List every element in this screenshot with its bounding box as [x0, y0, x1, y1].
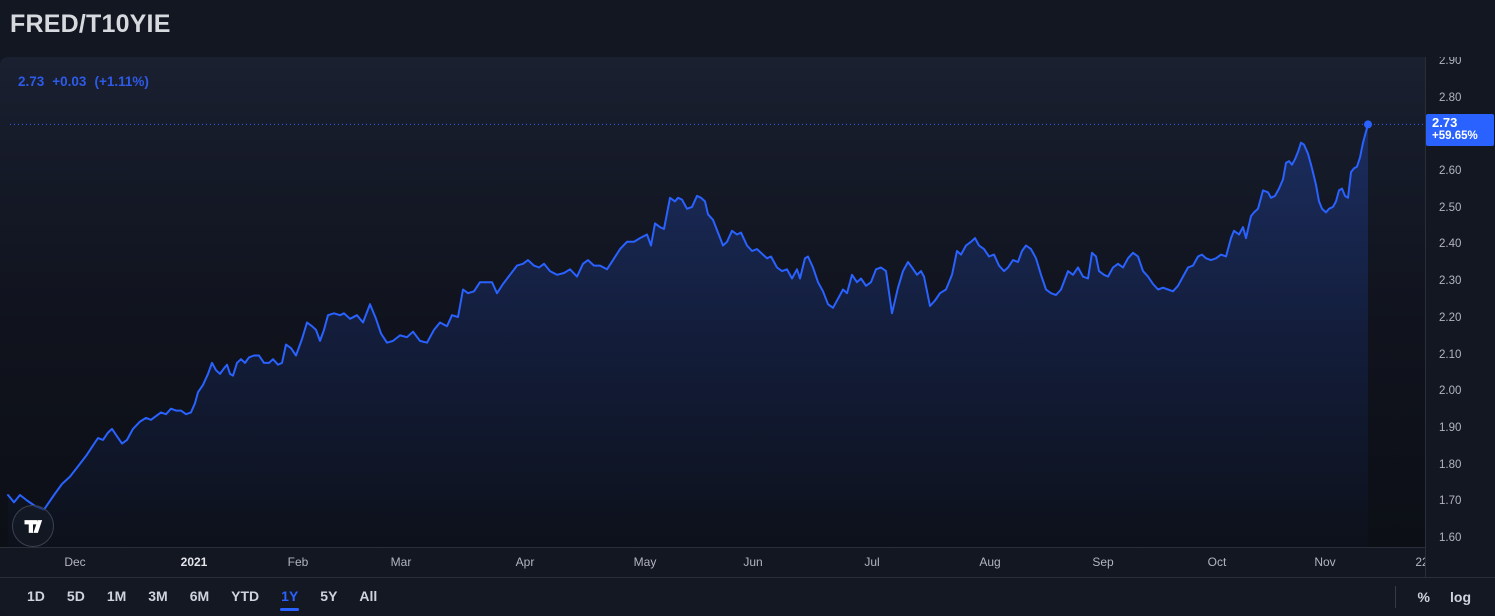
range-toolbar: 1D 5D 1M 3M 6M YTD 1Y 5Y All % log: [0, 577, 1495, 616]
badge-change-percent: +59.65%: [1432, 130, 1478, 143]
range-button-1d[interactable]: 1D: [27, 588, 45, 604]
price-axis-label: 2.90: [1439, 57, 1462, 67]
time-axis-label: Jul: [864, 555, 880, 569]
price-axis-label: 2.30: [1439, 275, 1462, 287]
widget-header: FRED/T10YIE: [0, 0, 1495, 57]
time-axis-label: Nov: [1314, 555, 1336, 569]
percent-scale-button[interactable]: %: [1417, 589, 1430, 605]
range-button-5y[interactable]: 5Y: [320, 588, 338, 604]
range-button-5d[interactable]: 5D: [66, 588, 85, 604]
scale-controls: % log: [1394, 583, 1481, 611]
time-axis[interactable]: Dec 2021 Feb Mar Apr May Jun Jul Aug Sep Oct Nov 22: [0, 547, 1495, 578]
price-axis-label: 2.60: [1439, 165, 1462, 177]
time-axis-label: Dec: [64, 555, 86, 569]
price-axis-label: 2.50: [1439, 202, 1462, 214]
quote-row: 2.73 +0.03 (+1.11%): [18, 74, 157, 89]
range-button-6m[interactable]: 6M: [189, 588, 210, 604]
price-axis-label: 1.80: [1439, 459, 1462, 471]
time-axis-label: May: [633, 555, 657, 569]
last-price: 2.73: [18, 74, 45, 89]
range-button-1y[interactable]: 1Y: [272, 580, 307, 614]
range-buttons: 1D 5D 1M 3M 6M YTD 1Y 5Y All: [18, 580, 386, 614]
price-axis-label: 2.00: [1439, 385, 1462, 397]
symbol-title[interactable]: FRED/T10YIE: [10, 10, 171, 38]
range-button-1m[interactable]: 1M: [106, 588, 127, 604]
price-axis-label: 2.40: [1439, 238, 1462, 250]
time-axis-label: Apr: [515, 555, 535, 569]
price-axis-label: 1.90: [1439, 422, 1462, 434]
time-axis-label: 2021: [180, 555, 208, 569]
time-axis-label: Feb: [287, 555, 309, 569]
range-button-3m[interactable]: 3M: [148, 588, 168, 604]
time-axis-label: Sep: [1092, 555, 1114, 569]
price-axis-label: 2.80: [1439, 92, 1462, 104]
log-scale-button[interactable]: log: [1450, 589, 1471, 605]
chart-area[interactable]: [0, 57, 1495, 547]
price-change-percent: (+1.11%): [94, 74, 149, 89]
tradingview-icon: [24, 519, 43, 533]
range-button-ytd[interactable]: YTD: [231, 588, 260, 604]
time-axis-label: Oct: [1207, 555, 1227, 569]
price-axis-label: 1.70: [1439, 495, 1462, 507]
toolbar-divider: [1394, 586, 1396, 608]
price-axis-label: 2.10: [1439, 349, 1462, 361]
time-axis-label: Aug: [979, 555, 1001, 569]
badge-price: 2.73: [1432, 115, 1458, 130]
price-axis-label: 1.60: [1439, 532, 1462, 544]
range-button-all[interactable]: All: [359, 588, 378, 604]
tradingview-logo[interactable]: [12, 505, 54, 547]
price-axis-label: 2.20: [1439, 312, 1462, 324]
last-price-badge: 2.73 +59.65%: [1426, 114, 1494, 146]
time-axis-label: Jun: [743, 555, 763, 569]
time-axis-label: Mar: [390, 555, 412, 569]
price-change: +0.03: [52, 74, 87, 89]
